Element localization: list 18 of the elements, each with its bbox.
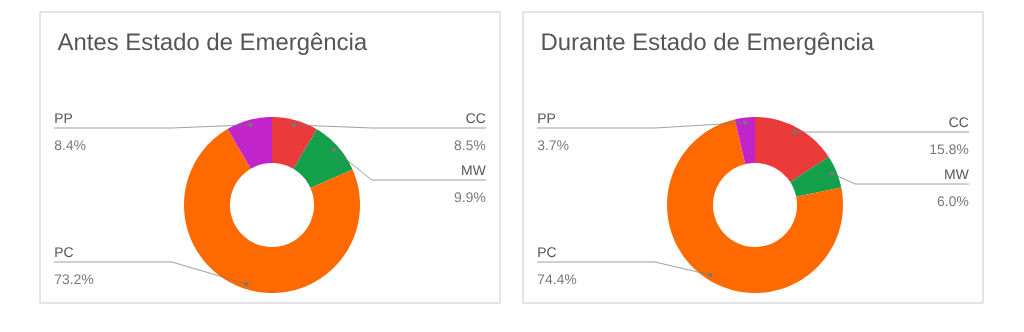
slice-label: CC — [949, 117, 969, 128]
data-label: 3.7% — [537, 140, 569, 151]
data-label: 9.9% — [454, 192, 486, 203]
data-label: 73.2% — [54, 274, 94, 285]
slice-label: PP — [55, 113, 73, 123]
data-label: 8.5% — [454, 140, 486, 151]
data-label: 15.8% — [930, 144, 969, 155]
slice-label: PC — [55, 247, 74, 258]
data-label: 74.4% — [537, 274, 577, 285]
slice-label: PC — [538, 247, 557, 258]
chart-title: Durante Estado de Emergência — [542, 32, 875, 55]
slice-label: PP — [538, 113, 556, 123]
data-label: 6.0% — [937, 196, 969, 207]
data-label: 8.4% — [54, 140, 86, 151]
slice-label: CC — [466, 113, 486, 124]
slice-label: MW — [462, 165, 486, 175]
chart-title: Antes Estado de Emergência — [57, 32, 368, 55]
slice-label: MW — [945, 169, 969, 180]
